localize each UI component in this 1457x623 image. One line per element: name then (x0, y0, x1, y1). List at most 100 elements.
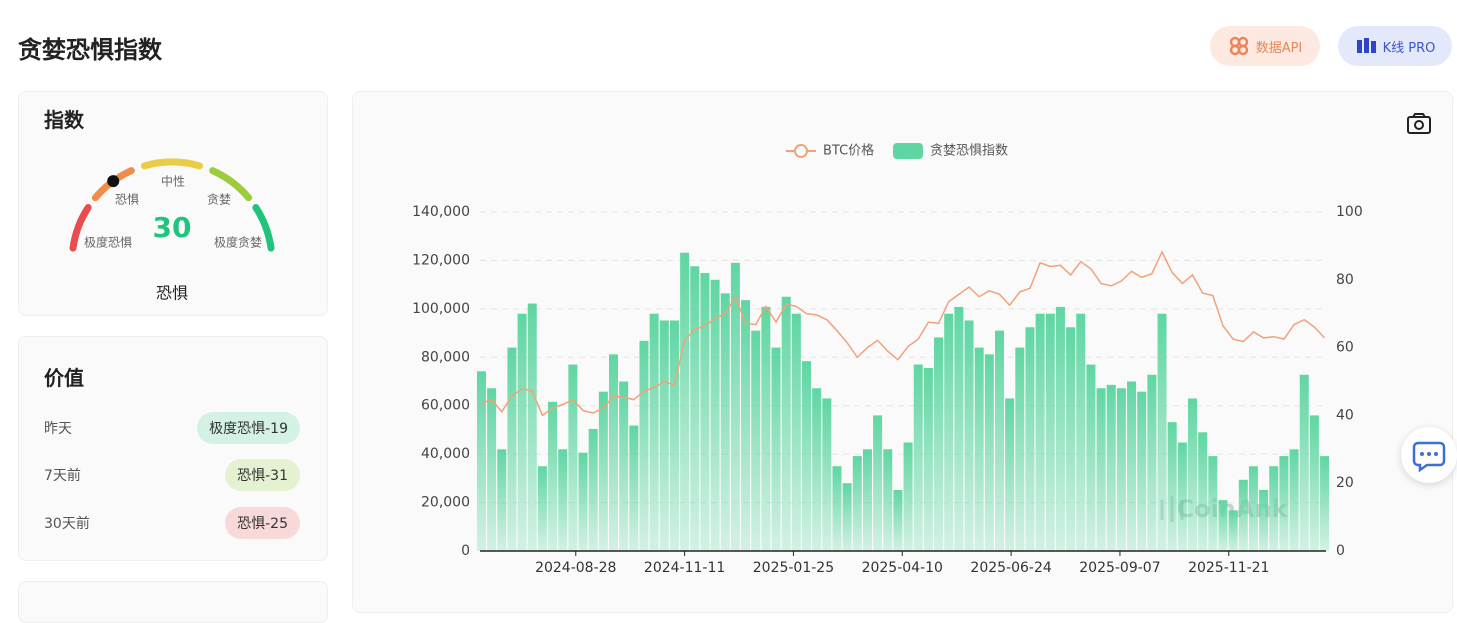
bar (1238, 479, 1248, 551)
y2-tick-label: 80 (1336, 272, 1354, 288)
bar (1198, 432, 1208, 551)
bar (700, 273, 710, 551)
bar (934, 337, 944, 551)
bar (1218, 500, 1228, 551)
bar (1187, 398, 1197, 551)
x-tick-label: 2025-01-25 (753, 560, 834, 576)
chat-button[interactable] (1401, 427, 1457, 483)
bar (649, 313, 659, 551)
bar (1035, 313, 1045, 551)
y-tick-label: 0 (461, 543, 470, 559)
y-tick-label: 140,000 (412, 204, 470, 220)
bar (1157, 313, 1167, 551)
api-button[interactable]: 数据API (1210, 26, 1320, 66)
bar (954, 306, 964, 551)
x-tick-label: 2025-04-10 (862, 560, 943, 576)
bar (1116, 388, 1126, 551)
bar (1289, 449, 1299, 551)
history-row: 30天前 恐惧-25 (44, 507, 300, 539)
bar (862, 449, 872, 551)
bar (822, 398, 832, 551)
y-tick-label: 100,000 (412, 301, 470, 317)
row-value: 极度恐惧-19 (197, 412, 300, 444)
bar (639, 340, 649, 551)
page: 贪婪恐惧指数 数据API K线 PRO 指数 价值 昨天 极度恐惧-19 7天前恐… (18, 26, 1457, 623)
bar (1005, 398, 1015, 551)
bar (497, 449, 507, 551)
y-tick-label: 40,000 (421, 446, 470, 462)
gauge-card (18, 91, 328, 316)
bar (964, 320, 974, 551)
bar (873, 415, 883, 551)
y2-tick-label: 100 (1336, 204, 1363, 220)
bar (1269, 466, 1279, 551)
gauge-status: 恐惧 (156, 284, 188, 303)
bar (741, 300, 751, 551)
gauge-arc (252, 204, 275, 252)
bar (690, 266, 700, 551)
price-line (481, 250, 1326, 417)
bar (832, 466, 842, 551)
x-tick-label: 2024-11-11 (644, 560, 725, 576)
bar (507, 347, 517, 551)
bar (680, 252, 690, 551)
bar (1066, 327, 1076, 551)
bar (802, 361, 812, 551)
gauge-arc (69, 204, 92, 252)
bar (852, 456, 862, 551)
bar (893, 489, 903, 551)
bar (1228, 510, 1238, 551)
gauge-label: 中性 (161, 174, 185, 189)
chat-icon (1412, 441, 1446, 473)
bar (568, 364, 578, 551)
bar (1045, 313, 1055, 551)
y2-tick-label: 0 (1336, 543, 1345, 559)
kline-icon (1356, 38, 1376, 53)
bar (1208, 456, 1218, 551)
button-label: K线 PRO (1382, 40, 1436, 56)
bar (781, 296, 791, 551)
chart: CoinAnk 极度恐惧恐惧中性贪婪极度贪婪30恐惧020,00040,0006… (69, 113, 1431, 576)
bar (883, 449, 893, 551)
bar (913, 364, 923, 551)
bar (609, 354, 619, 551)
bar (1086, 364, 1096, 551)
legend-marker (794, 144, 808, 158)
bar (1096, 388, 1106, 551)
row-value: 恐惧-25 (225, 507, 300, 539)
bar (1248, 466, 1258, 551)
y2-tick-label: 20 (1336, 475, 1354, 491)
gauge-label: 极度贪婪 (214, 235, 262, 250)
bar (1279, 456, 1289, 551)
y-tick-label: 120,000 (412, 252, 470, 268)
camera-icon[interactable] (1407, 113, 1431, 134)
legend-swatch (893, 143, 923, 159)
bar (994, 330, 1004, 551)
bar (1127, 381, 1137, 551)
bar (598, 391, 608, 551)
gauge-pointer (107, 175, 120, 188)
bar (517, 313, 527, 551)
bar (619, 381, 629, 551)
bar (578, 452, 588, 551)
y2-tick-label: 60 (1336, 340, 1354, 356)
bar (974, 347, 984, 551)
gauge-arc (140, 158, 204, 170)
bar (659, 320, 669, 551)
legend-label: 贪婪恐惧指数 (930, 143, 1008, 159)
bar (537, 466, 547, 551)
bar (1015, 347, 1025, 551)
bar (751, 330, 761, 551)
bar (842, 483, 852, 551)
kline-button[interactable]: K线 PRO (1338, 26, 1452, 66)
bar (1309, 415, 1319, 551)
history-title: 价值 (44, 366, 84, 390)
y2-tick-label: 40 (1336, 407, 1354, 423)
row-label: 7天前 (44, 468, 81, 484)
row-label: 昨天 (44, 421, 72, 437)
bar (629, 425, 639, 551)
history-row: 昨天 极度恐惧-19 (44, 412, 300, 444)
bar (791, 313, 801, 551)
bar (1167, 422, 1177, 551)
gauge-value: 30 (153, 211, 192, 244)
